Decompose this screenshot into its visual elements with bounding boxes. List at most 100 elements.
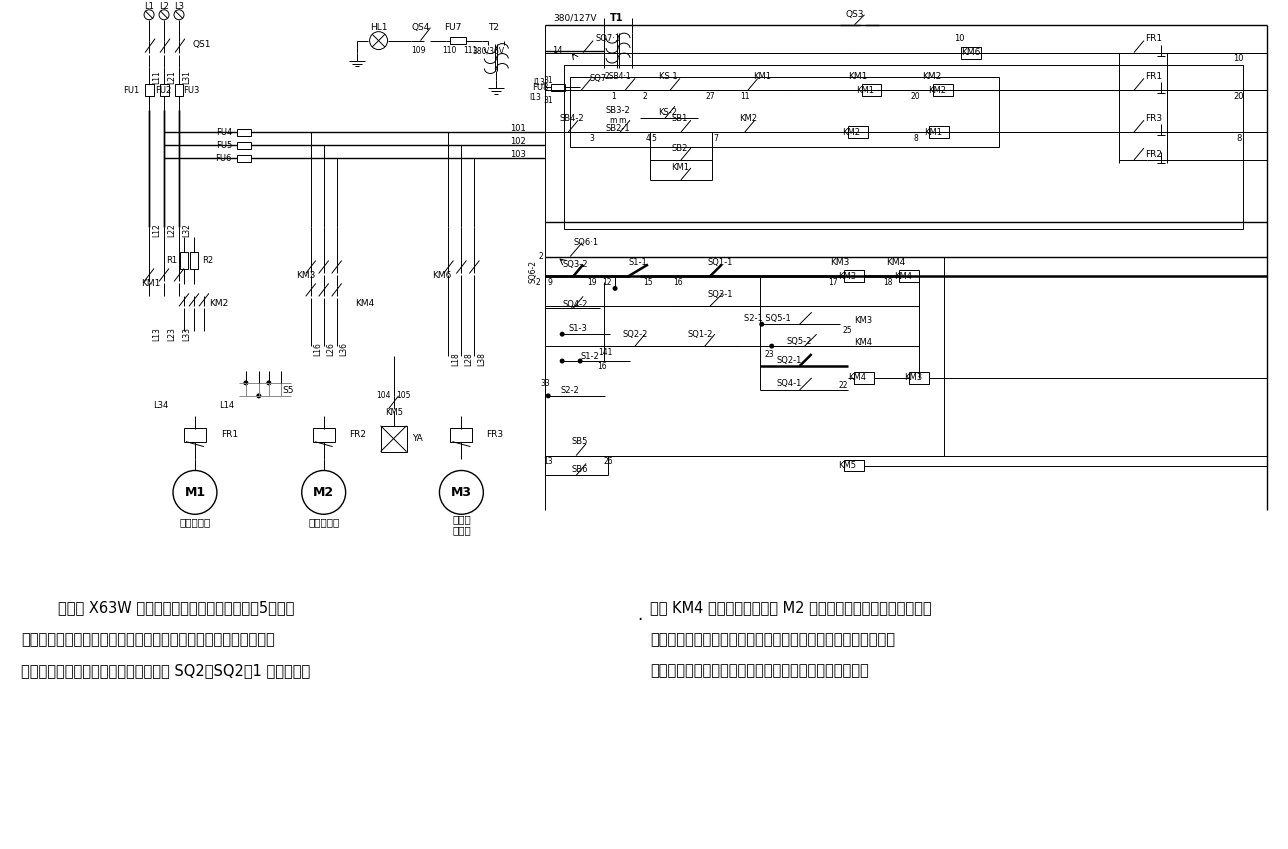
Text: KM4: KM4	[894, 272, 912, 281]
Text: L21: L21	[167, 70, 176, 84]
Text: FU8: FU8	[532, 83, 549, 92]
Text: 31: 31	[544, 96, 553, 104]
Bar	[380, 425, 407, 452]
Text: SQ2-1: SQ2-1	[777, 356, 802, 364]
Text: 11: 11	[741, 92, 750, 101]
Bar	[899, 271, 920, 283]
Text: I13: I13	[529, 93, 541, 102]
Text: KM1: KM1	[752, 72, 770, 81]
Circle shape	[546, 393, 551, 398]
Text: 13: 13	[544, 457, 553, 466]
Text: 141: 141	[598, 347, 612, 357]
Text: 4: 4	[645, 133, 650, 143]
Text: KM1: KM1	[925, 127, 943, 137]
Text: 向进给运动的终端限位，利用工作台上安装的左右终端撞块撞击: 向进给运动的终端限位，利用工作台上安装的左右终端撞块撞击	[650, 632, 895, 647]
Text: SQ6-2: SQ6-2	[528, 260, 537, 283]
Text: m: m	[609, 115, 617, 125]
Bar	[237, 142, 251, 149]
Text: SQ2-2: SQ2-2	[622, 329, 648, 339]
Text: FR1: FR1	[1145, 34, 1163, 43]
Text: S1-2: S1-2	[581, 351, 599, 361]
Text: SQ5-2: SQ5-2	[787, 336, 813, 346]
Text: KS-2: KS-2	[658, 108, 677, 117]
Text: QS4: QS4	[411, 23, 430, 32]
Text: I13: I13	[533, 78, 545, 87]
Text: SB2-1: SB2-1	[605, 124, 630, 132]
Text: 104: 104	[376, 391, 390, 401]
Bar	[160, 84, 169, 96]
Text: 16: 16	[598, 363, 607, 372]
Bar	[844, 459, 863, 471]
Text: SQ3-2: SQ3-2	[563, 260, 587, 269]
Text: 101: 101	[510, 124, 526, 132]
Text: FR1: FR1	[1145, 72, 1163, 81]
Text: L11: L11	[152, 70, 161, 84]
Text: L32: L32	[182, 222, 191, 237]
Text: SQ4-2: SQ4-2	[563, 300, 587, 309]
Text: KM6: KM6	[433, 271, 452, 280]
Bar	[237, 129, 251, 136]
Circle shape	[267, 380, 272, 385]
Circle shape	[243, 380, 249, 385]
Text: FU6: FU6	[215, 154, 232, 162]
Text: FR3: FR3	[1145, 114, 1163, 123]
Bar	[184, 428, 206, 441]
Text: L2: L2	[160, 3, 169, 11]
Text: KM2: KM2	[842, 127, 860, 137]
Text: SB3-2: SB3-2	[605, 106, 630, 115]
Circle shape	[560, 358, 564, 363]
Text: R2: R2	[202, 256, 213, 265]
Text: 触器 KM4 获电吸合，电动机 M2 反转工作台向左移动。工作台纵: 触器 KM4 获电吸合，电动机 M2 反转工作台向左移动。工作台纵	[650, 600, 931, 615]
Text: L14: L14	[219, 402, 234, 410]
Text: 7: 7	[714, 133, 719, 143]
Bar	[180, 251, 188, 269]
Text: FU3: FU3	[183, 86, 200, 95]
Text: FU2: FU2	[155, 86, 171, 95]
Text: 上纵向进给机械离合器，压下行程开关 SQ2（SQ2－1 闭合），接: 上纵向进给机械离合器，压下行程开关 SQ2（SQ2－1 闭合），接	[22, 664, 310, 678]
Text: M2: M2	[313, 486, 335, 499]
Text: SB2: SB2	[672, 143, 688, 153]
Text: FR1: FR1	[222, 430, 238, 439]
Bar	[174, 84, 183, 96]
Text: 16: 16	[674, 278, 683, 287]
Text: 102: 102	[510, 137, 526, 146]
Text: 380/127V: 380/127V	[554, 14, 596, 22]
Bar	[237, 155, 251, 161]
Bar	[844, 271, 863, 283]
Text: 22: 22	[838, 381, 849, 391]
Text: QS3: QS3	[845, 10, 864, 20]
Text: SQ1-2: SQ1-2	[688, 329, 712, 339]
Text: L38: L38	[478, 352, 487, 366]
Text: KS 1: KS 1	[658, 72, 677, 81]
Text: S1-1: S1-1	[629, 258, 648, 267]
Text: 2: 2	[643, 92, 648, 101]
Text: 1: 1	[612, 92, 617, 101]
Text: FR2: FR2	[1145, 149, 1162, 159]
Bar	[909, 372, 930, 384]
Text: L28: L28	[465, 352, 474, 366]
Bar	[934, 84, 953, 96]
Bar	[451, 428, 473, 441]
Text: KM4: KM4	[355, 299, 375, 308]
Text: 20: 20	[1234, 92, 1244, 101]
Text: FU5: FU5	[215, 141, 232, 149]
Text: YA: YA	[412, 434, 424, 443]
Text: HL1: HL1	[370, 23, 388, 32]
Text: S2-2: S2-2	[560, 386, 580, 396]
Text: KM5: KM5	[385, 408, 403, 417]
Text: KM3: KM3	[296, 271, 316, 280]
Text: FU7: FU7	[444, 23, 461, 32]
Text: L36: L36	[340, 342, 349, 356]
Text: 10: 10	[954, 34, 965, 43]
Text: 2: 2	[536, 278, 540, 287]
Text: 主轴电动机: 主轴电动机	[179, 517, 211, 527]
Circle shape	[613, 286, 617, 291]
Text: KM4: KM4	[886, 258, 905, 267]
Bar	[564, 65, 1243, 228]
Text: S5: S5	[283, 386, 294, 396]
Text: 109: 109	[411, 46, 426, 55]
Bar	[545, 256, 944, 456]
Text: 20: 20	[911, 92, 920, 101]
Text: KM2: KM2	[739, 114, 757, 123]
Text: L33: L33	[182, 327, 191, 341]
